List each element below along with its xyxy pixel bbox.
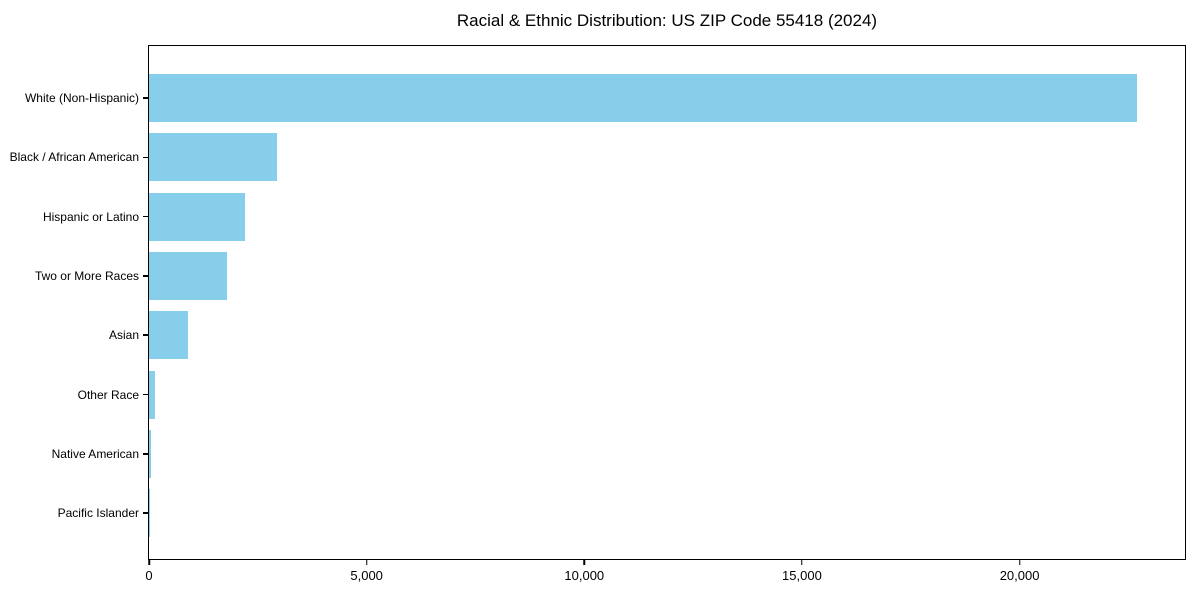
y-tick-label: Asian	[108, 328, 139, 343]
y-tick-label: Native American	[51, 446, 139, 461]
chart-title: Racial & Ethnic Distribution: US ZIP Cod…	[456, 11, 878, 30]
x-tick-label: 10,000	[564, 568, 605, 583]
bar-native-american	[149, 429, 152, 478]
y-axis-tick	[143, 156, 149, 159]
plot-area: White (Non-Hispanic) Black / African Amer…	[10, 45, 1186, 583]
x-tick-label: 20,000	[999, 568, 1040, 583]
y-axis-tick	[143, 334, 149, 336]
y-axis-tick	[143, 512, 149, 514]
y-axis-tick	[143, 215, 149, 218]
x-axis-tick	[583, 559, 586, 565]
bar-hispanic-or-latino	[149, 192, 245, 241]
y-axis-tick	[143, 275, 149, 277]
y-tick-label: White (Non-Hispanic)	[24, 91, 139, 105]
x-tick-label: 5,000	[350, 568, 383, 583]
x-tick-label: 15,000	[782, 568, 822, 583]
bar-black-african-american	[149, 133, 277, 182]
bar-white-non-hispanic	[149, 74, 1138, 122]
bar-asian	[149, 311, 189, 360]
bar-other-race	[149, 370, 155, 419]
y-tick-label: Other Race	[77, 387, 139, 402]
y-tick-label: Two or More Races	[34, 268, 139, 283]
y-axis-tick	[143, 453, 149, 455]
x-tick-label: 0	[145, 568, 153, 583]
y-tick-label: Pacific Islander	[57, 506, 139, 521]
bar-two-or-more-races	[149, 251, 228, 300]
x-axis-tick	[1018, 559, 1021, 565]
y-axis-tick	[143, 393, 149, 396]
x-axis-tick	[801, 559, 803, 565]
y-tick-label: Black / African American	[9, 150, 139, 165]
x-axis-tick	[365, 559, 368, 565]
y-tick-label: Hispanic or Latino	[42, 209, 139, 224]
x-axis-tick	[148, 559, 150, 565]
y-axis-tick	[143, 97, 149, 99]
